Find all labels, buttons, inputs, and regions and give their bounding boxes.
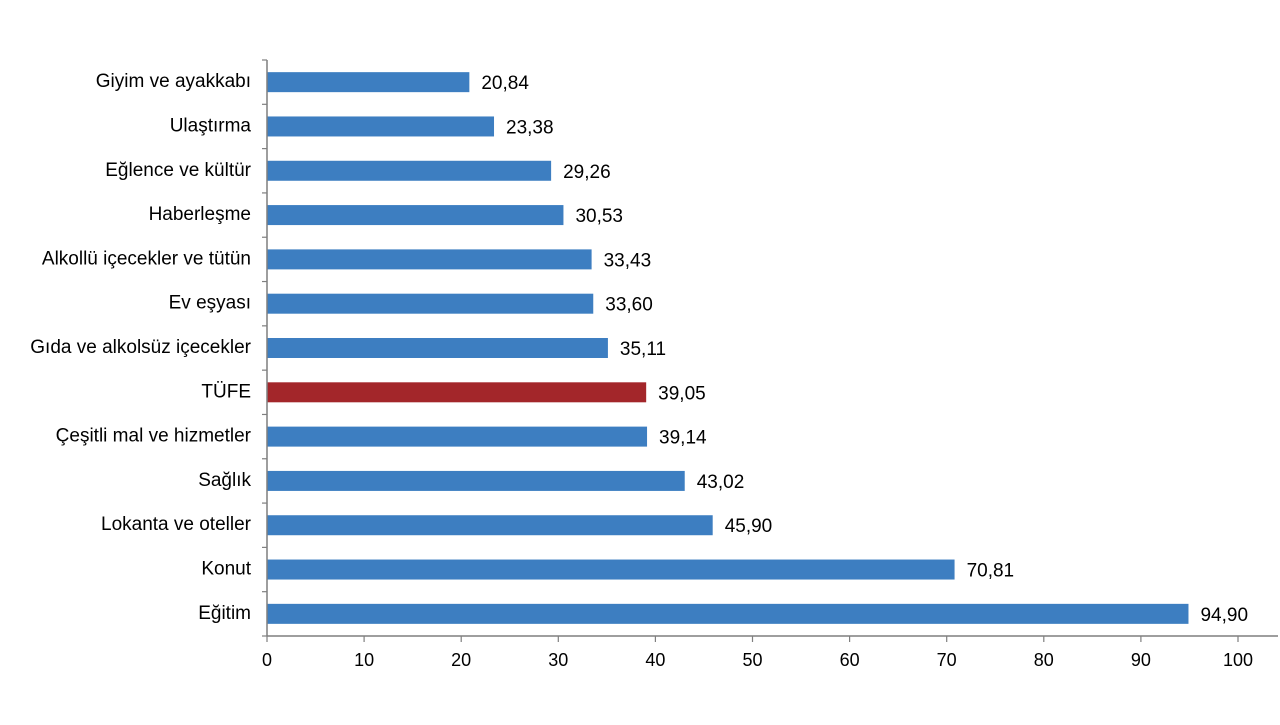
- bar: [267, 515, 713, 536]
- data-label: 20,84: [481, 73, 529, 94]
- bar: [267, 249, 592, 270]
- bar: [267, 470, 685, 491]
- bar: [267, 293, 594, 314]
- x-tick-label: 10: [354, 650, 374, 670]
- data-label: 43,02: [697, 472, 745, 493]
- x-tick-label: 70: [937, 650, 957, 670]
- category-label: Lokanta ve oteller: [101, 514, 252, 535]
- data-label: 45,90: [725, 516, 773, 537]
- bar: [267, 205, 564, 226]
- category-label: Çeşitli mal ve hizmetler: [56, 426, 252, 447]
- x-tick-label: 0: [262, 650, 272, 670]
- bar: [267, 72, 470, 93]
- category-label: Ev eşyası: [169, 293, 251, 314]
- x-tick-label: 100: [1223, 650, 1253, 670]
- data-label: 23,38: [506, 117, 554, 138]
- bar: [267, 116, 495, 137]
- category-label: Giyim ve ayakkabı: [96, 71, 251, 92]
- data-label: 30,53: [575, 206, 623, 227]
- x-tick-label: 20: [451, 650, 471, 670]
- category-label: Eğlence ve kültür: [105, 160, 251, 181]
- x-tick-label: 90: [1131, 650, 1151, 670]
- category-label: Konut: [201, 559, 251, 580]
- bar: [267, 160, 552, 181]
- x-tick-label: 80: [1034, 650, 1054, 670]
- data-label: 39,14: [659, 428, 707, 449]
- data-label: 29,26: [563, 162, 611, 183]
- x-tick-label: 40: [645, 650, 665, 670]
- data-label: 94,90: [1200, 605, 1248, 626]
- data-label: 33,43: [604, 250, 652, 271]
- data-label: 39,05: [658, 383, 706, 404]
- category-label: TÜFE: [201, 381, 251, 402]
- category-label: Alkollü içecekler ve tütün: [42, 248, 251, 269]
- x-tick-label: 60: [840, 650, 860, 670]
- category-label: Ulaştırma: [170, 115, 252, 136]
- bar: [267, 603, 1189, 624]
- bar: [267, 559, 955, 580]
- data-label: 35,11: [620, 339, 666, 360]
- bar: [267, 426, 648, 447]
- bar: [267, 338, 608, 358]
- category-label: Haberleşme: [149, 204, 251, 225]
- data-label: 70,81: [967, 561, 1015, 582]
- data-label: 33,60: [605, 295, 653, 316]
- category-label: Sağlık: [198, 470, 251, 491]
- category-label: Eğitim: [198, 603, 251, 624]
- x-tick-label: 30: [548, 650, 568, 670]
- bar: [267, 382, 647, 403]
- x-tick-label: 50: [742, 650, 762, 670]
- category-label: Gıda ve alkolsüz içecekler: [30, 337, 251, 358]
